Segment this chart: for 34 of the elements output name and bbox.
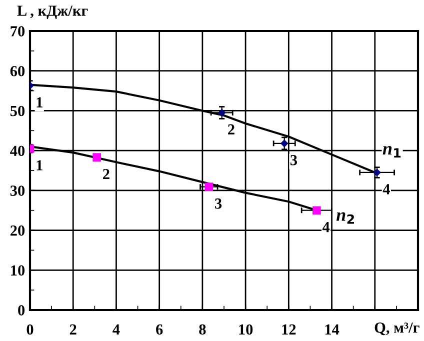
series-label: n$_{2}$ [336,212,354,224]
point [373,168,381,176]
x-tick-label: 6 [156,324,163,335]
x-tick-label: 14 [325,324,340,334]
x-tick-label: 0 [26,324,34,335]
annotation: 2 [228,124,234,134]
point [204,182,214,192]
y-tick-label: 60 [10,66,25,76]
point [312,206,321,215]
x-tick-label: 12 [282,324,296,334]
y-tick-label: 20 [10,225,25,236]
x-tick-label: 10 [239,324,253,335]
annotation: 1 [36,97,42,108]
x-tick-label: 4 [112,324,120,334]
y-tick-label: 50 [10,106,25,116]
point [92,153,101,162]
series-label: n$_{1}$ [382,146,401,158]
y-axis-title: L , кДж/кг [17,6,88,19]
y-tick-label: 40 [10,146,25,156]
annotation: 3 [215,198,222,209]
annotation: 2 [103,168,110,180]
y-tick-label: 70 [10,26,25,36]
y-tick-label: 0 [18,305,25,316]
point [218,109,226,116]
x-tick-label: 2 [70,324,76,334]
annotation: 3 [290,154,298,166]
x-axis-title: Q, м³/г [374,322,420,336]
y-tick-label: 10 [11,265,25,276]
annotation: 4 [322,222,330,232]
point [280,140,288,148]
x-tick-label: 8 [199,324,206,335]
annotation: 4 [382,184,390,194]
y-tick-label: 30 [10,186,25,196]
annotation: 1 [36,160,42,170]
